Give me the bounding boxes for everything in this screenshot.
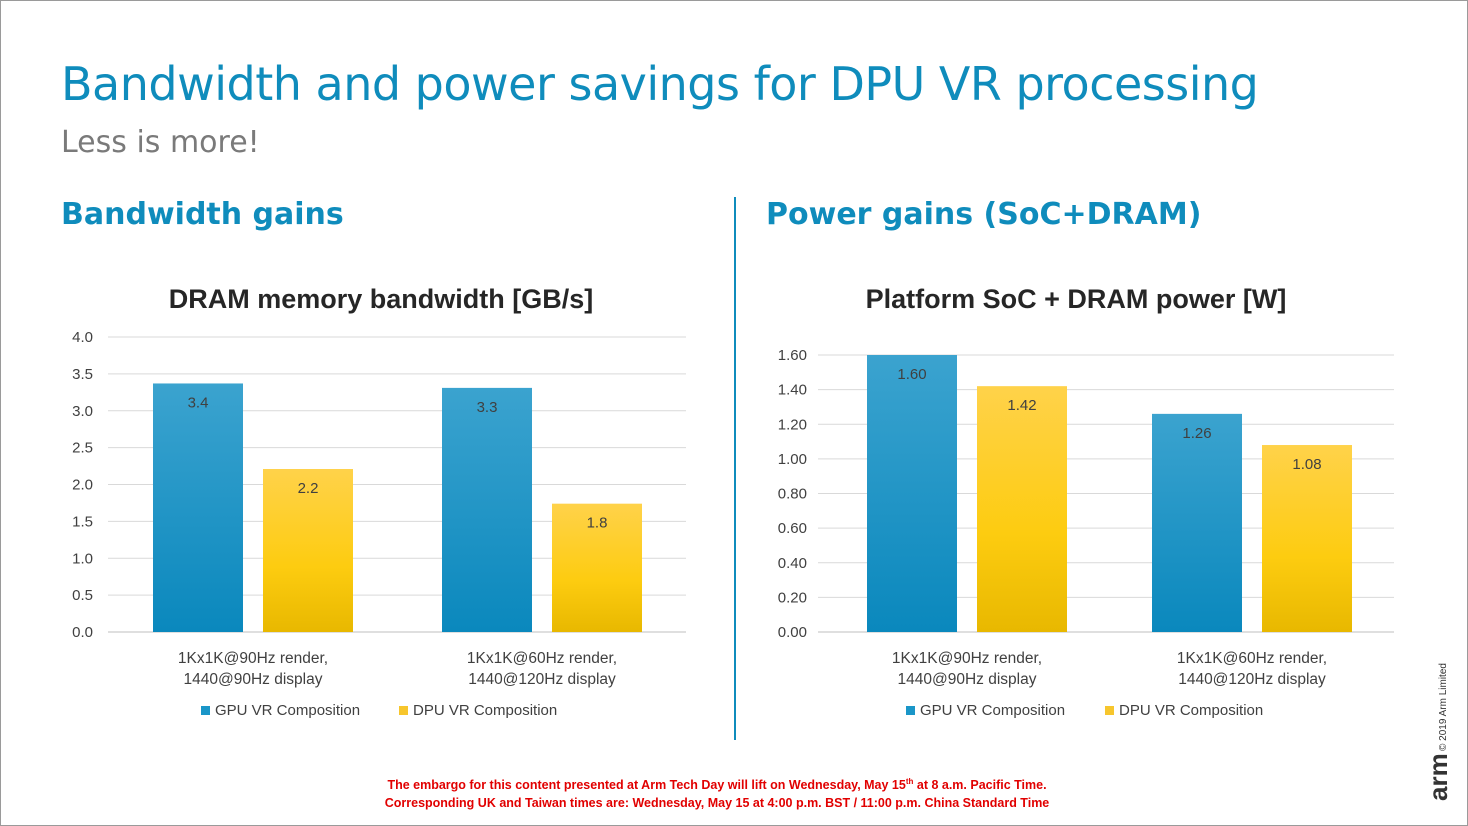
gpu-bar [1152, 413, 1242, 632]
slide-title: Bandwidth and power savings for DPU VR p… [61, 57, 1259, 111]
y-tick-label: 1.40 [778, 382, 807, 399]
bandwidth-chart: DRAM memory bandwidth [GB/s] 0.0 0.5 1.0 1.5… [72, 284, 686, 719]
embargo-line-2: Corresponding UK and Taiwan times are: W… [384, 796, 1050, 810]
data-label: 1.08 [1292, 456, 1321, 473]
data-label: 1.8 [587, 515, 608, 532]
y-tick-label: 0.40 [778, 555, 807, 572]
category-label: 1440@90Hz display [898, 671, 1037, 688]
data-label: 1.60 [897, 366, 926, 383]
category-label: 1440@120Hz display [468, 671, 616, 688]
copyright-text: © 2019 Arm Limited [1438, 663, 1449, 751]
embargo-line-1: The embargo for this content presented a… [387, 777, 1047, 793]
legend-swatch [201, 706, 210, 715]
power-chart: Platform SoC + DRAM power [W] 0.00 0.20 0.4… [778, 284, 1394, 719]
legend-label: GPU VR Composition [920, 702, 1065, 719]
arm-branding: © 2019 Arm Limited arm [1425, 663, 1453, 801]
data-label: 1.42 [1007, 397, 1036, 414]
category-label: 1Kx1K@60Hz render, [467, 650, 617, 667]
y-tick-label: 4.0 [72, 329, 93, 346]
y-tick-label: 0.60 [778, 520, 807, 537]
chart-title: DRAM memory bandwidth [GB/s] [169, 284, 594, 314]
y-tick-label: 1.20 [778, 416, 807, 433]
bandwidth-heading: Bandwidth gains [61, 197, 344, 232]
category-label: 1440@120Hz display [1178, 671, 1326, 688]
y-tick-label: 0.5 [72, 587, 93, 604]
legend-label: DPU VR Composition [413, 702, 557, 719]
dpu-bar [977, 386, 1067, 632]
y-tick-label: 2.0 [72, 477, 93, 494]
y-tick-label: 1.0 [72, 550, 93, 567]
y-tick-label: 3.5 [72, 366, 93, 383]
y-tick-label: 2.5 [72, 440, 93, 457]
category-label: 1Kx1K@90Hz render, [892, 650, 1042, 667]
category-label: 1Kx1K@90Hz render, [178, 650, 328, 667]
section-divider [734, 197, 736, 740]
y-tick-label: 0.80 [778, 486, 807, 503]
y-tick-label: 0.0 [72, 624, 93, 641]
y-tick-label: 0.00 [778, 624, 807, 641]
legend-label: DPU VR Composition [1119, 702, 1263, 719]
power-heading: Power gains (SoC+DRAM) [766, 197, 1202, 232]
category-label: 1Kx1K@60Hz render, [1177, 650, 1327, 667]
dpu-bar [552, 503, 642, 632]
arm-logo: arm [1425, 753, 1453, 801]
dpu-bar [1262, 445, 1352, 632]
y-tick-label: 1.5 [72, 513, 93, 530]
gpu-bar [153, 383, 243, 632]
slide-subtitle: Less is more! [61, 125, 260, 160]
category-label: 1440@90Hz display [184, 671, 323, 688]
legend-swatch [906, 706, 915, 715]
y-tick-label: 1.60 [778, 347, 807, 364]
y-tick-label: 3.0 [72, 403, 93, 420]
data-label: 3.3 [477, 399, 498, 416]
data-label: 1.26 [1182, 425, 1211, 442]
y-tick-label: 0.20 [778, 589, 807, 606]
data-label: 3.4 [188, 394, 209, 411]
data-label: 2.2 [298, 480, 319, 497]
gpu-bar [867, 355, 957, 632]
gpu-bar [442, 387, 532, 632]
dpu-bar [263, 469, 353, 632]
chart-title: Platform SoC + DRAM power [W] [866, 284, 1287, 314]
legend-label: GPU VR Composition [215, 702, 360, 719]
legend-swatch [399, 706, 408, 715]
legend-swatch [1105, 706, 1114, 715]
y-tick-label: 1.00 [778, 451, 807, 468]
